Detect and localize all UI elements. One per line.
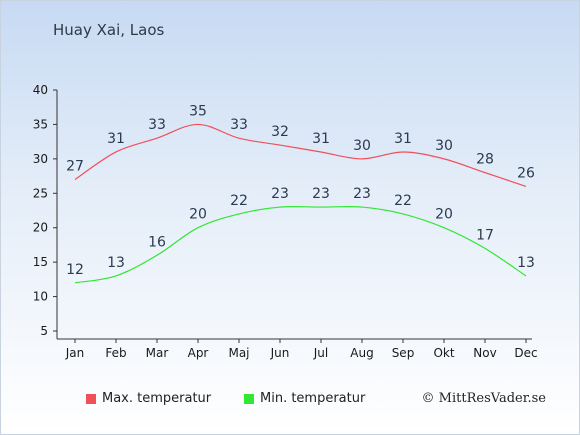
y-tick-label: 20 bbox=[33, 221, 48, 235]
data-label-max: 28 bbox=[476, 152, 494, 168]
y-tick-label: 5 bbox=[40, 324, 48, 338]
data-label-min: 22 bbox=[230, 193, 248, 209]
data-label-min: 20 bbox=[189, 207, 207, 223]
data-label-max: 31 bbox=[107, 131, 125, 147]
data-label-min: 13 bbox=[107, 255, 125, 271]
credit-text: © MittResVader.se bbox=[421, 391, 546, 406]
data-label-min: 23 bbox=[312, 186, 330, 202]
data-label-max: 31 bbox=[312, 131, 330, 147]
y-tick-label: 10 bbox=[33, 290, 48, 304]
y-tick-label: 35 bbox=[33, 117, 48, 131]
legend-swatch-min bbox=[244, 393, 254, 404]
data-label-max: 30 bbox=[435, 138, 453, 154]
chart-axes: 5 10 15 20 25 30 35 40 Jan Feb Mar Apr Maj Jun Jul Aug S… bbox=[33, 83, 538, 360]
data-label-min: 23 bbox=[271, 186, 289, 202]
data-label-min: 23 bbox=[353, 186, 371, 202]
chart-lines bbox=[74, 123, 527, 284]
x-tick-label: Okt bbox=[433, 346, 454, 360]
data-label-min: 13 bbox=[517, 255, 535, 271]
data-label-min: 20 bbox=[435, 207, 453, 223]
data-label-max: 30 bbox=[353, 138, 371, 154]
y-tick-label: 25 bbox=[33, 186, 48, 200]
x-tick-label: Jul bbox=[313, 346, 328, 360]
data-label-max: 32 bbox=[271, 124, 289, 140]
data-label-max: 26 bbox=[517, 165, 535, 181]
data-label-min: 16 bbox=[148, 234, 166, 250]
legend-item-min: Min. temperatur bbox=[244, 391, 365, 406]
series-line-max bbox=[74, 123, 527, 187]
legend-swatch-max bbox=[86, 393, 96, 404]
legend-item-max: Max. temperatur bbox=[86, 391, 211, 406]
x-tick-label: Sep bbox=[392, 346, 415, 360]
legend-label-max: Max. temperatur bbox=[102, 391, 212, 406]
data-label-min: 17 bbox=[476, 227, 494, 243]
x-tick-label: Nov bbox=[473, 346, 496, 360]
x-tick-label: Dec bbox=[514, 346, 537, 360]
data-label-max: 31 bbox=[394, 131, 412, 147]
data-label-min: 22 bbox=[394, 193, 412, 209]
x-tick-label: Mar bbox=[146, 346, 169, 360]
x-tick-label: Aug bbox=[350, 346, 373, 360]
data-label-min: 12 bbox=[66, 262, 84, 278]
x-tick-label: Apr bbox=[188, 346, 209, 360]
series-line-min bbox=[74, 205, 527, 284]
y-tick-label: 15 bbox=[33, 255, 48, 269]
chart-data-labels: 27 31 33 35 33 32 31 30 31 30 28 26 12 13 16 20 22 23 23 23… bbox=[66, 103, 535, 277]
data-label-max: 33 bbox=[148, 117, 166, 133]
data-label-max: 35 bbox=[189, 103, 207, 119]
legend: Max. temperatur Min. temperatur © MittRe… bbox=[86, 391, 546, 409]
chart-title: Huay Xai, Laos bbox=[53, 21, 165, 39]
x-tick-label: Maj bbox=[228, 346, 249, 360]
x-tick-label: Jan bbox=[65, 346, 85, 360]
y-tick-label: 40 bbox=[33, 83, 48, 97]
x-tick-label: Jun bbox=[270, 346, 290, 360]
y-tick-label: 30 bbox=[33, 152, 48, 166]
legend-label-min: Min. temperatur bbox=[260, 391, 366, 406]
data-label-max: 27 bbox=[66, 159, 84, 175]
data-label-max: 33 bbox=[230, 117, 248, 133]
x-tick-label: Feb bbox=[105, 346, 126, 360]
